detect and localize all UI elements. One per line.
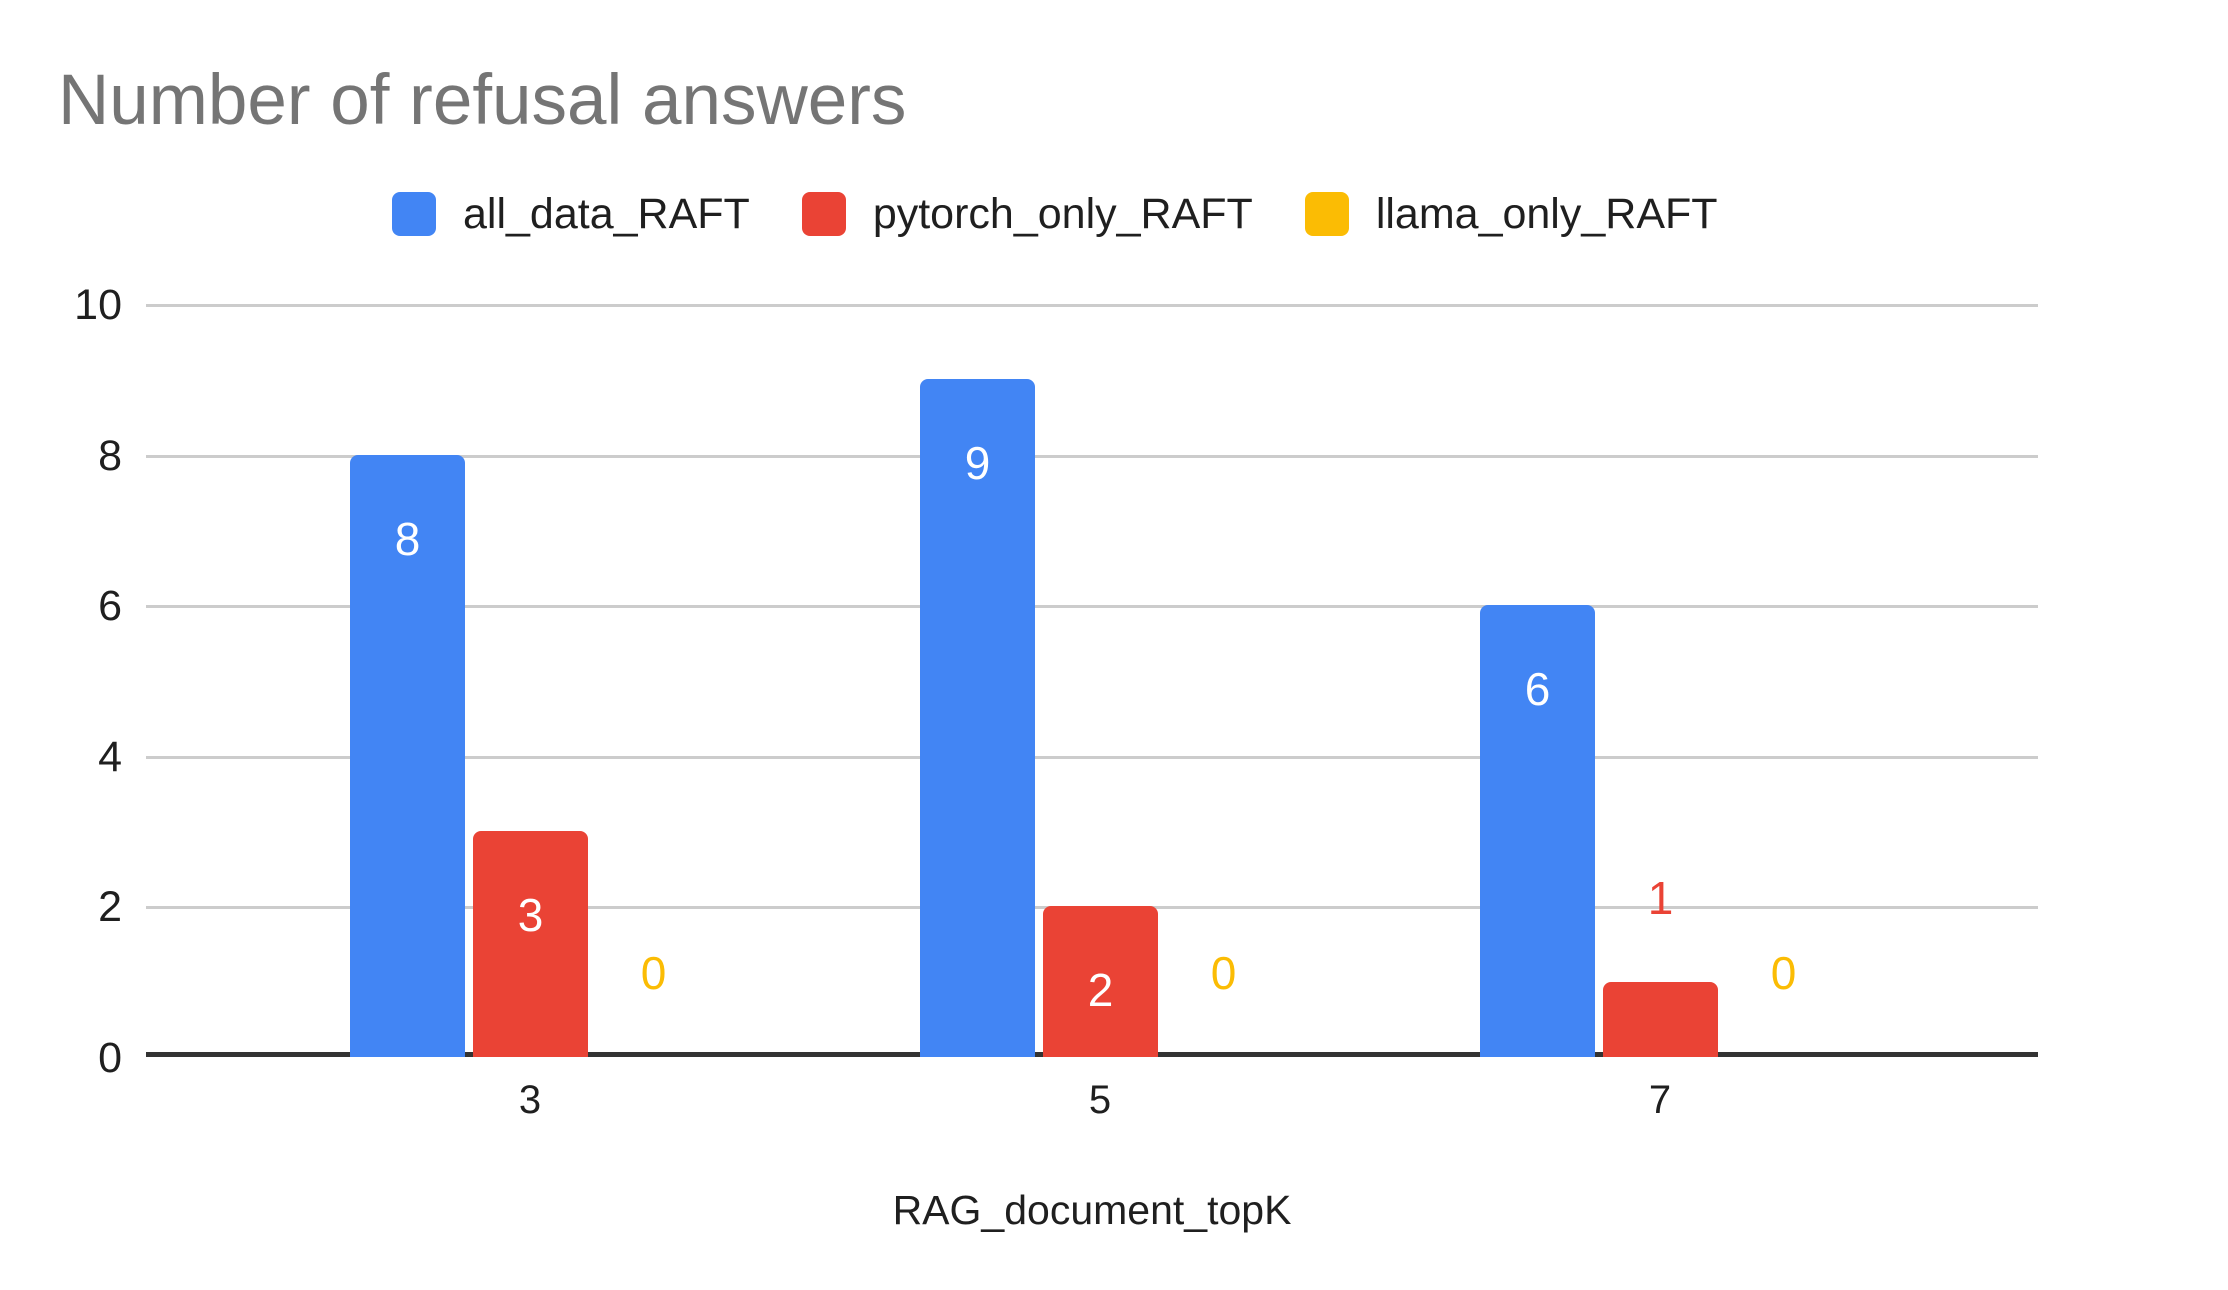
bar-value-label: 9	[964, 437, 991, 489]
x-tick-label: 3	[518, 1078, 542, 1122]
x-tick-label: 5	[1088, 1078, 1112, 1122]
legend-label: llama_only_RAFT	[1375, 190, 1718, 238]
legend-label: pytorch_only_RAFT	[872, 190, 1253, 238]
bar-pytorch_only_RAFT-cat5	[1043, 906, 1158, 1057]
y-axis-tick-label: 2	[98, 883, 122, 931]
bar-all_data_RAFT-cat3	[350, 455, 465, 1057]
y-axis-tick-label: 6	[98, 582, 122, 630]
x-axis-title: RAG_document_topK	[892, 1187, 1292, 1233]
y-axis-tick-label: 0	[98, 1034, 122, 1082]
bar-value-label: 0	[1770, 947, 1797, 999]
bar-value-label: 8	[394, 513, 421, 565]
bar-pytorch_only_RAFT-cat7	[1603, 982, 1718, 1057]
legend-item: all_data_RAFT	[392, 190, 750, 238]
bar-value-label: 3	[517, 889, 544, 941]
bar-value-label: 1	[1647, 872, 1674, 924]
y-axis-tick-label: 4	[98, 733, 122, 781]
legend-item: pytorch_only_RAFT	[801, 190, 1253, 238]
chart-title: Number of refusal answers	[58, 61, 907, 140]
bar-value-label: 0	[640, 947, 667, 999]
y-axis-tick-label: 10	[74, 281, 122, 329]
legend-item: llama_only_RAFT	[1304, 190, 1718, 238]
bar-value-label: 2	[1087, 964, 1114, 1016]
x-tick-label: 7	[1648, 1078, 1672, 1122]
bar-value-label: 0	[1210, 947, 1237, 999]
legend-label: all_data_RAFT	[463, 190, 750, 238]
legend-swatch	[801, 192, 846, 236]
bar-value-label: 6	[1524, 663, 1551, 715]
gridline	[146, 605, 2038, 608]
bar-pytorch_only_RAFT-cat3	[473, 831, 588, 1057]
legend: all_data_RAFT pytorch_only_RAFT llama_only…	[392, 190, 1718, 238]
gridline	[146, 304, 2038, 307]
y-axis-tick-label: 8	[98, 432, 122, 480]
gridline	[146, 756, 2038, 759]
legend-swatch	[1304, 192, 1349, 236]
bar-all_data_RAFT-cat7	[1480, 605, 1595, 1057]
legend-swatch	[392, 192, 436, 236]
bar-all_data_RAFT-cat5	[920, 379, 1035, 1057]
gridline	[146, 455, 2038, 458]
